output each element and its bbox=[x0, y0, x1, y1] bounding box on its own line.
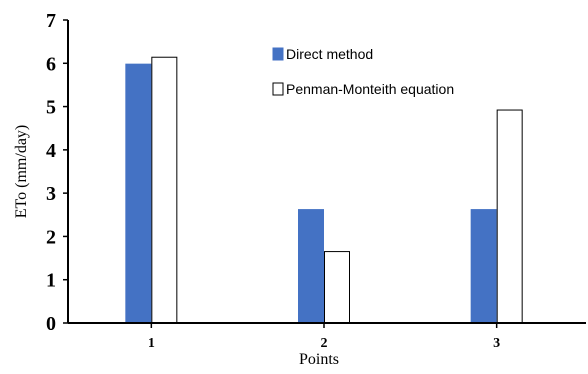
bar-penman-3 bbox=[496, 109, 523, 324]
x-axis-title: Points bbox=[299, 351, 339, 368]
y-tick-label: 0 bbox=[46, 313, 56, 335]
y-tick-label: 5 bbox=[46, 97, 56, 119]
x-tick-label: 2 bbox=[321, 336, 328, 351]
y-tick-label: 6 bbox=[46, 53, 56, 75]
x-tick-label: 1 bbox=[148, 336, 155, 351]
x-ticks-group: 1 2 3 bbox=[148, 323, 500, 351]
y-axis-title: ETo (mm/day) bbox=[13, 125, 30, 219]
y-ticks-group: 0 1 2 3 4 5 6 7 bbox=[46, 10, 68, 335]
bars-group bbox=[125, 56, 523, 324]
y-tick-label: 4 bbox=[46, 140, 56, 162]
bar-direct-1 bbox=[125, 63, 152, 324]
y-tick-label: 7 bbox=[46, 10, 56, 32]
bar-direct-2 bbox=[298, 209, 324, 324]
legend-swatch bbox=[272, 82, 284, 96]
bar-penman-1 bbox=[151, 56, 178, 324]
y-tick-label: 1 bbox=[46, 270, 56, 292]
legend-label: Penman-Monteith equation bbox=[286, 81, 454, 97]
y-tick-label: 3 bbox=[46, 183, 56, 205]
x-tick-label: 3 bbox=[493, 336, 500, 351]
axes-group bbox=[67, 20, 586, 324]
legend-label: Direct method bbox=[286, 46, 373, 62]
legend-swatch bbox=[272, 47, 284, 61]
bar-penman-2 bbox=[324, 251, 350, 324]
y-tick-label: 2 bbox=[46, 226, 56, 248]
bar-direct-3 bbox=[470, 209, 497, 324]
legend: Direct method Penman-Monteith equation bbox=[272, 46, 454, 97]
